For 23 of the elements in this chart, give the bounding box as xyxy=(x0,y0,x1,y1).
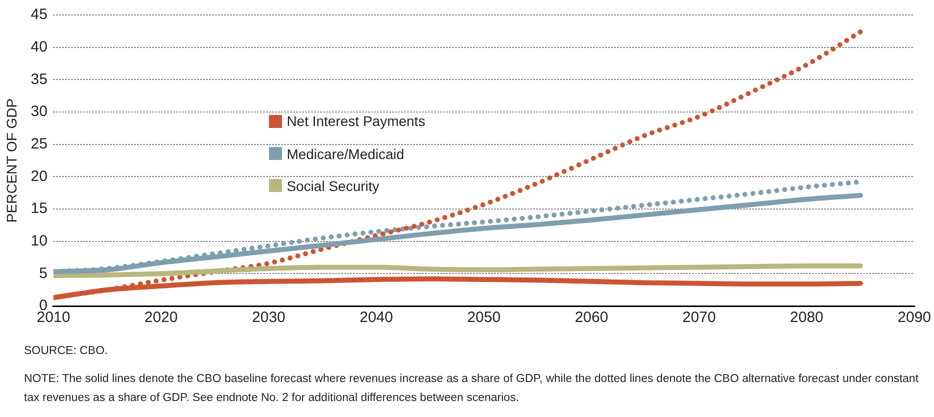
x-tick-label: 2060 xyxy=(574,309,608,326)
x-tick-label: 2090 xyxy=(898,309,932,326)
y-tick-label: 15 xyxy=(30,200,48,218)
source-note: SOURCE: CBO. xyxy=(24,344,109,359)
y-tick-label: 35 xyxy=(30,70,48,88)
x-tick-label: 2020 xyxy=(144,309,178,326)
legend-label: Medicare/Medicaid xyxy=(286,146,404,162)
legend-label: Net Interest Payments xyxy=(286,113,426,130)
x-tick-label: 2080 xyxy=(790,309,824,326)
x-tick-label: 2040 xyxy=(360,309,393,326)
legend-label: Social Security xyxy=(286,178,380,194)
text: NOTE: The solid lines denote the CBO baseline forecast where revenues increase as a share of GDP, while the dotted lines denote the CBO alternative forecast under constant tax revenues as a share of GDP. See endnote No. 2 for additional differences between scenarios. xyxy=(24,372,920,406)
y-tick-label: 40 xyxy=(30,38,48,56)
y-axis-title: PERCENT OF GDP xyxy=(3,98,20,223)
y-tick-label: 5 xyxy=(39,264,48,282)
y-tick-label: 45 xyxy=(30,6,48,24)
x-tick-label: 2030 xyxy=(252,309,286,326)
x-tick-label: 2070 xyxy=(682,309,716,326)
y-tick-label: 20 xyxy=(30,168,48,185)
y-tick-label: 25 xyxy=(30,135,48,152)
x-tick-label: 2050 xyxy=(467,309,501,326)
y-tick-label: 10 xyxy=(30,232,48,250)
y-tick-label: 30 xyxy=(30,103,48,120)
